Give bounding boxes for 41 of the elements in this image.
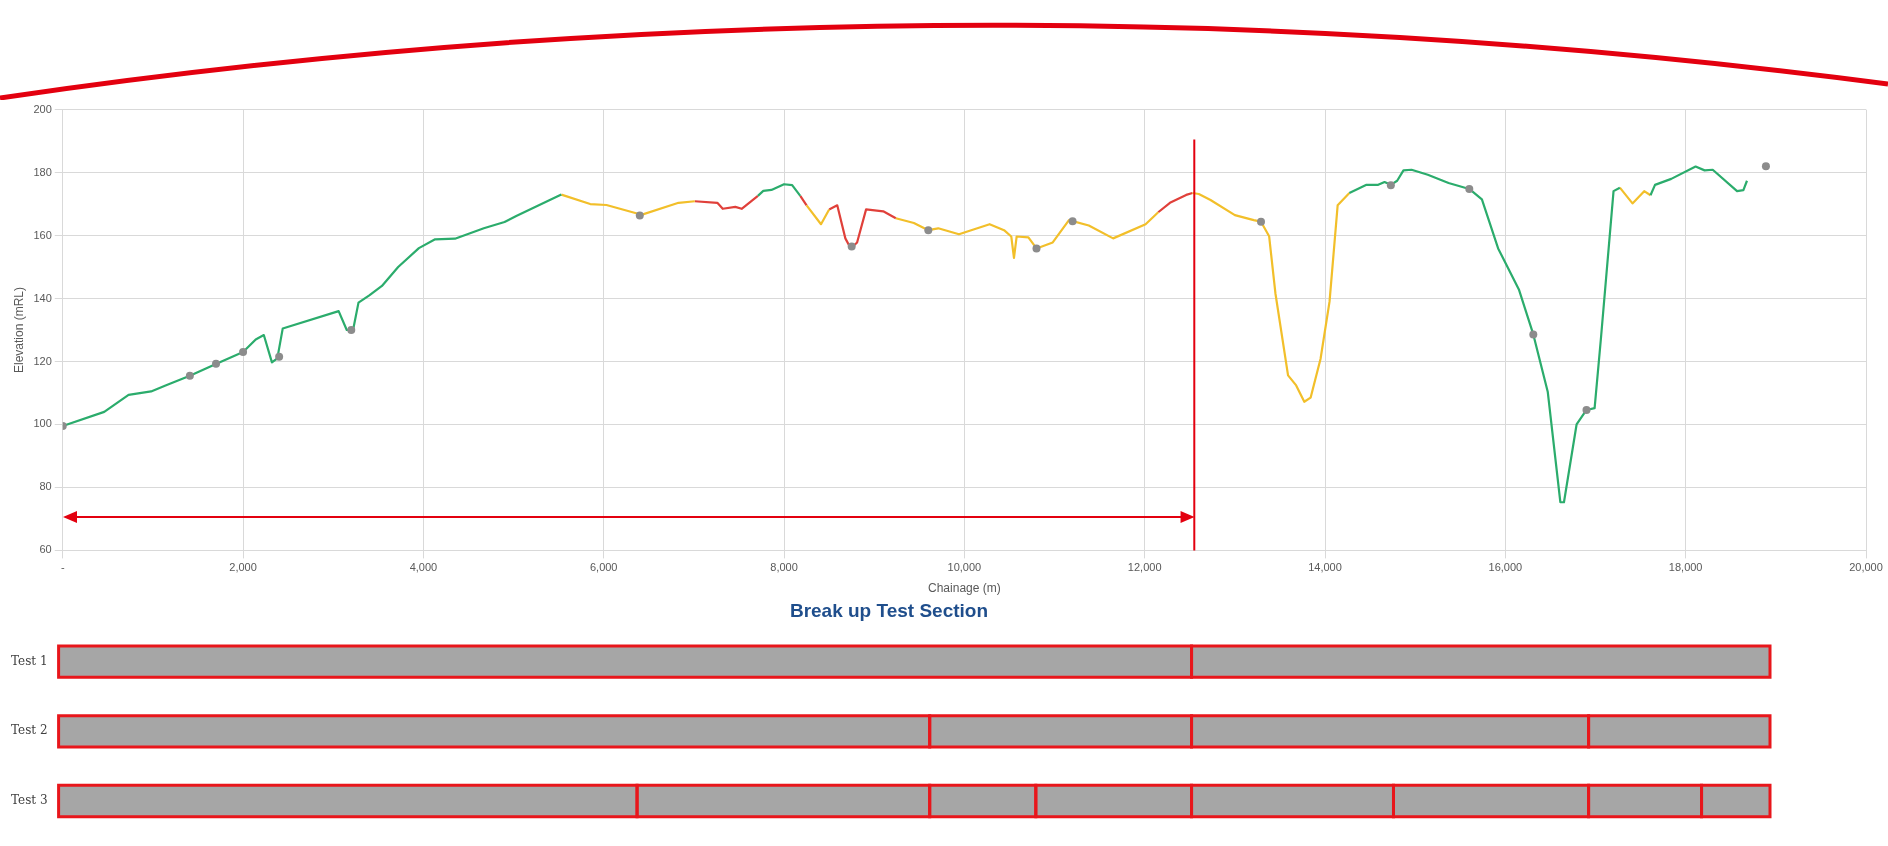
x-tick-label: -: [60, 561, 65, 574]
y-tick-label: Test 3: [10, 793, 48, 808]
y-tick-label: Test 2: [10, 723, 48, 738]
point: [1465, 184, 1474, 193]
x-tick-label: 16,000: [1488, 561, 1523, 574]
y-tick-label: 120: [33, 354, 52, 367]
point: [1386, 181, 1395, 190]
chart-title: Break up Test Section: [789, 599, 989, 621]
point: [1582, 405, 1591, 414]
y-tick-label: 180: [33, 165, 52, 178]
y-tick-label: 140: [33, 291, 52, 304]
point: [635, 211, 644, 220]
y-tick-label: 200: [33, 102, 52, 115]
x-tick-label: 18,000: [1668, 561, 1703, 574]
y-tick-label: 80: [39, 480, 52, 493]
y-tick-label: 60: [39, 543, 52, 556]
x-tick-label: 20,000: [1849, 561, 1883, 574]
x-tick-label: 10,000: [947, 561, 982, 574]
point: [1032, 244, 1041, 253]
point: [1257, 217, 1266, 226]
x-axis-title: Chainage (m): [928, 581, 1001, 596]
x-tick-label: 12,000: [1127, 561, 1162, 574]
point: [847, 242, 856, 251]
y-axis-title: Elevation (mRL): [11, 286, 26, 374]
point: [1068, 217, 1077, 226]
point: [185, 371, 194, 380]
y-tick-label: Test 1: [10, 653, 48, 668]
x-tick-label: 2,000: [229, 561, 257, 574]
y-tick-label: 160: [33, 228, 52, 241]
point: [275, 352, 284, 361]
point: [924, 226, 933, 235]
point: [239, 348, 248, 357]
x-tick-label: 8,000: [770, 561, 798, 574]
x-tick-label: 6,000: [589, 561, 618, 574]
point: [347, 326, 356, 334]
point: [212, 359, 221, 368]
x-tick-label: 14,000: [1308, 561, 1342, 574]
point: [1761, 162, 1770, 171]
x-tick-label: 4,000: [409, 561, 438, 574]
point: [1529, 330, 1538, 339]
y-tick-label: 100: [33, 417, 52, 430]
